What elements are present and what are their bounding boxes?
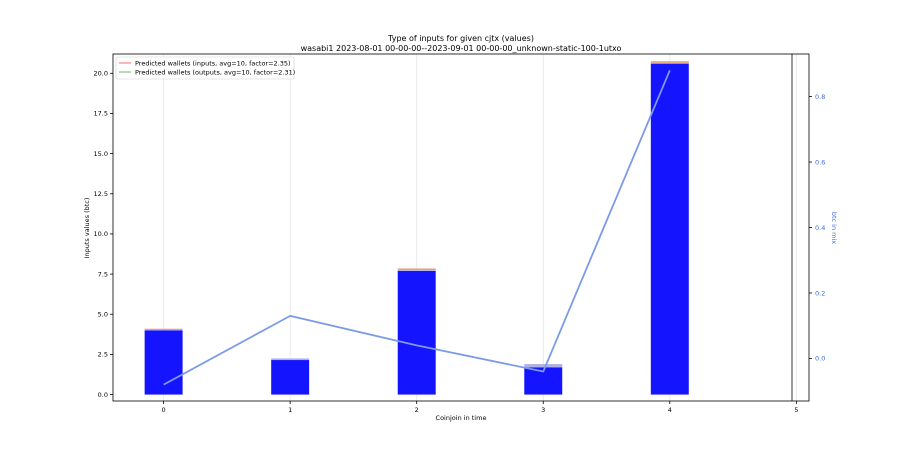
y-axis-label: Inputs values (btc) bbox=[83, 198, 91, 259]
bar-segment bbox=[271, 360, 310, 395]
bar-segment bbox=[397, 268, 436, 271]
y-right-tick-label: 0.2 bbox=[815, 289, 825, 297]
bar-segment bbox=[650, 61, 689, 63]
y-right-tick-label: 0.6 bbox=[815, 158, 825, 166]
bars-layer bbox=[144, 61, 689, 395]
bar-segment bbox=[144, 329, 183, 331]
y-tick-label: 5.0 bbox=[98, 311, 108, 319]
y-tick-label: 17.5 bbox=[94, 110, 108, 118]
x-tick-label: 3 bbox=[541, 406, 545, 414]
bar-segment bbox=[144, 330, 183, 395]
y-axis: 0.0 2.5 5.0 7.5 10.0 12.5 15.0 17.5 20.0 bbox=[94, 70, 113, 399]
grid-layer bbox=[163, 54, 797, 401]
bar-segment bbox=[397, 270, 436, 395]
bar-segment bbox=[650, 63, 689, 395]
chart-subtitle: wasabi1 2023-08-01 00-00-00--2023-09-01 … bbox=[301, 44, 622, 53]
bar-segment bbox=[524, 364, 563, 368]
x-tick-label: 0 bbox=[162, 406, 166, 414]
bar-segment bbox=[650, 62, 689, 64]
y-tick-label: 2.5 bbox=[98, 351, 108, 359]
x-axis: 0 1 2 3 4 5 bbox=[162, 401, 798, 414]
legend-label-outputs: Predicted wallets (outputs, avg=10, fact… bbox=[135, 69, 295, 77]
x-tick-label: 4 bbox=[668, 406, 672, 414]
x-tick-label: 5 bbox=[794, 406, 798, 414]
line-series-btc-in-mix bbox=[163, 70, 671, 386]
y-axis-right: 0.0 0.2 0.4 0.6 0.8 bbox=[809, 93, 825, 363]
bar-segment bbox=[397, 270, 436, 271]
y-tick-label: 20.0 bbox=[94, 70, 108, 78]
y-tick-label: 10.0 bbox=[94, 230, 108, 238]
x-axis-label: Coinjoin in time bbox=[436, 414, 487, 422]
y-tick-label: 0.0 bbox=[98, 391, 108, 399]
legend: Predicted wallets (inputs, avg=10, facto… bbox=[115, 56, 295, 80]
line-layer bbox=[163, 70, 671, 386]
chart-title: Type of inputs for given cjtx (values) bbox=[387, 34, 534, 43]
x-tick-label: 1 bbox=[288, 406, 292, 414]
y-right-tick-label: 0.4 bbox=[815, 224, 825, 232]
bar-segment bbox=[144, 328, 183, 330]
legend-box bbox=[115, 56, 295, 80]
y-tick-label: 12.5 bbox=[94, 190, 108, 198]
y-right-tick-label: 0.0 bbox=[815, 355, 825, 363]
legend-label-inputs: Predicted wallets (inputs, avg=10, facto… bbox=[135, 60, 291, 68]
y-right-tick-label: 0.8 bbox=[815, 93, 825, 101]
plot-frame bbox=[112, 53, 810, 402]
y-tick-label: 15.0 bbox=[94, 150, 108, 158]
x-tick-label: 2 bbox=[415, 406, 419, 414]
y-axis-right-label: btc in mix bbox=[830, 212, 838, 244]
bar-segment bbox=[271, 358, 310, 361]
y-tick-label: 7.5 bbox=[98, 270, 108, 278]
